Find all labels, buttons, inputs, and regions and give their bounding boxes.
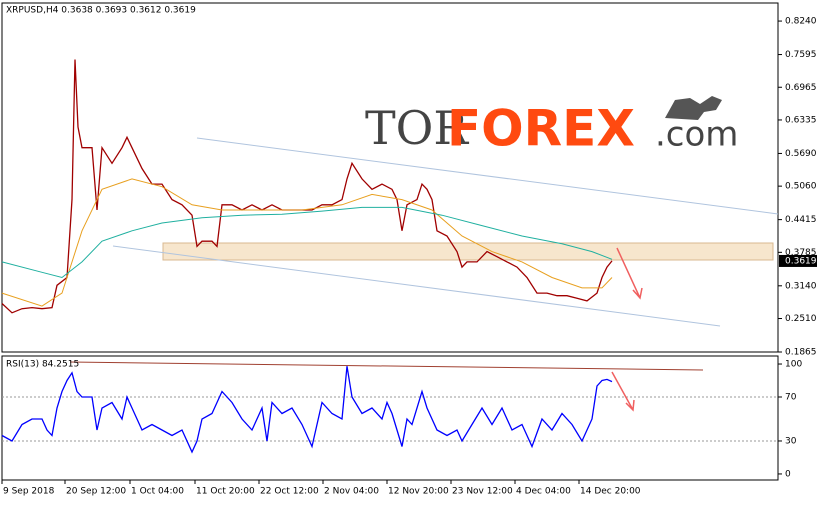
watermark: TOR FOREX .com: [365, 96, 738, 158]
y-tick-label: 70: [785, 393, 797, 403]
arrow: [616, 247, 643, 300]
series-line: [1, 178, 613, 307]
channel-lower: [112, 245, 721, 327]
y-tick-label: 0.2510: [785, 314, 817, 324]
y-tick-label: 0.6965: [785, 83, 817, 93]
watermark-forex: FOREX: [447, 100, 635, 158]
y-tick-label: 0: [785, 469, 791, 479]
y-tick-label: 0.3140: [785, 281, 817, 291]
x-tick-label: 20 Sep 12:00: [66, 487, 126, 497]
x-tick-label: 1 Oct 04:00: [131, 487, 184, 497]
resistance-zone: [162, 242, 774, 261]
price-marker-label: 0.3619: [785, 256, 817, 266]
x-tick-label: 2 Nov 04:00: [324, 487, 379, 497]
y-tick-label: 0.8240: [785, 17, 817, 27]
rsi-panel: [1, 355, 779, 481]
price-marker: [779, 254, 817, 267]
x-tick-label: 22 Oct 12:00: [260, 487, 319, 497]
y-tick-label: 0.4415: [785, 215, 817, 225]
y-tick-label: 0.5060: [785, 182, 817, 192]
channel-upper: [196, 137, 779, 215]
x-tick-label: 23 Nov 12:00: [452, 487, 513, 497]
y-tick-label: 0.1865: [785, 348, 817, 358]
y-tick-label: 0.5690: [785, 149, 817, 159]
x-tick-label: 14 Dec 20:00: [580, 487, 641, 497]
rsi-title: RSI(13) 84.2515: [6, 360, 79, 370]
rsi-trendline: [69, 361, 704, 371]
x-tick-label: 9 Sep 2018: [3, 487, 55, 497]
watermark-com: .com: [655, 115, 738, 155]
y-tick-label: 100: [785, 360, 802, 370]
y-tick-label: 0.6335: [785, 115, 817, 125]
price-panel: [1, 2, 779, 353]
y-tick-label: 0.7595: [785, 50, 817, 60]
chart-title: XRPUSD,H4 0.3638 0.3693 0.3612 0.3619: [6, 6, 196, 16]
arrow: [611, 371, 635, 412]
x-tick-label: 12 Nov 20:00: [388, 487, 449, 497]
bull-icon: [665, 96, 722, 120]
x-tick-label: 4 Dec 04:00: [516, 487, 571, 497]
watermark-tor: TOR: [365, 101, 469, 155]
y-tick-label: 30: [785, 436, 797, 446]
series-line: [1, 59, 613, 314]
x-tick-label: 11 Oct 20:00: [196, 487, 255, 497]
y-tick-label: 0.3785: [785, 248, 817, 258]
series-line: [1, 366, 613, 454]
series-line: [1, 206, 613, 279]
